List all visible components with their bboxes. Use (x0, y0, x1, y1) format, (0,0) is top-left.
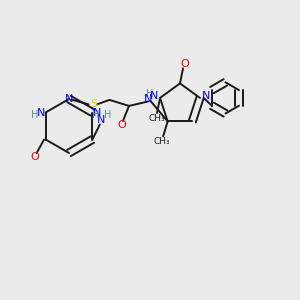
Text: CH₃: CH₃ (154, 137, 171, 146)
Text: N: N (93, 107, 101, 118)
Text: N: N (37, 107, 45, 118)
Text: N: N (97, 115, 106, 125)
Text: O: O (31, 152, 40, 163)
Text: N: N (144, 94, 153, 104)
Text: O: O (180, 59, 189, 69)
Text: S: S (90, 99, 98, 110)
Text: H: H (146, 89, 154, 99)
Text: H: H (92, 110, 99, 120)
Text: H: H (104, 110, 111, 120)
Text: N: N (65, 94, 73, 104)
Text: CH₃: CH₃ (148, 114, 165, 123)
Text: N: N (202, 92, 210, 101)
Text: O: O (117, 120, 126, 130)
Text: H: H (32, 110, 39, 121)
Text: N: N (150, 92, 158, 101)
